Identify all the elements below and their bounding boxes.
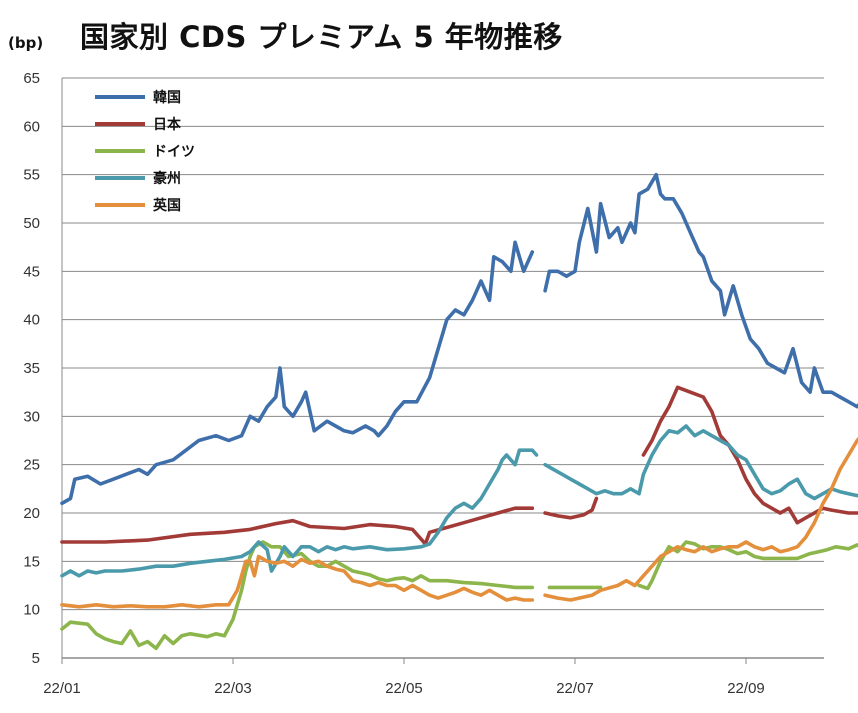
y-tick-label: 50 <box>23 215 40 232</box>
y-tick-label: 45 <box>23 263 40 280</box>
legend-label-3: 豪州 <box>153 170 181 187</box>
x-tick-label: 22/05 <box>385 680 423 697</box>
x-tick-label: 22/03 <box>214 680 252 697</box>
series-lines <box>60 172 858 651</box>
y-tick-label: 65 <box>23 70 40 87</box>
series-line-2 <box>60 540 858 651</box>
x-tick-label: 22/07 <box>556 680 594 697</box>
y-tick-label: 15 <box>23 553 40 570</box>
legend-label-4: 英国 <box>152 197 181 214</box>
y-tick-label: 40 <box>23 312 40 329</box>
series-line-0 <box>60 172 858 506</box>
y-tick-labels: 5 10 15 20 25 30 35 40 45 50 55 60 65 <box>23 70 40 667</box>
x-tick-label: 22/01 <box>43 680 81 697</box>
gridlines <box>61 77 824 664</box>
y-tick-label: 10 <box>23 602 40 619</box>
x-tick-labels: 22/01 22/03 22/05 22/07 22/09 <box>43 680 765 697</box>
y-tick-label: 35 <box>23 360 40 377</box>
series-line-4 <box>60 436 858 609</box>
chart-title: 国家別 CDS プレミアム 5 年物推移 <box>80 20 563 54</box>
y-tick-label: 60 <box>23 118 40 135</box>
x-tick-label: 22/09 <box>727 680 765 697</box>
legend-label-0: 韓国 <box>153 89 181 106</box>
y-tick-label: 20 <box>23 505 40 522</box>
y-tick-label: 30 <box>23 408 40 425</box>
y-axis-label: (bp) <box>8 34 44 52</box>
y-tick-label: 55 <box>23 167 40 184</box>
y-tick-label: 25 <box>23 457 40 474</box>
legend-label-2: ドイツ <box>153 144 195 160</box>
series-line-3 <box>60 424 858 578</box>
series-line-1 <box>60 385 858 546</box>
legend-label-1: 日本 <box>153 116 182 133</box>
y-tick-label: 5 <box>32 650 40 667</box>
